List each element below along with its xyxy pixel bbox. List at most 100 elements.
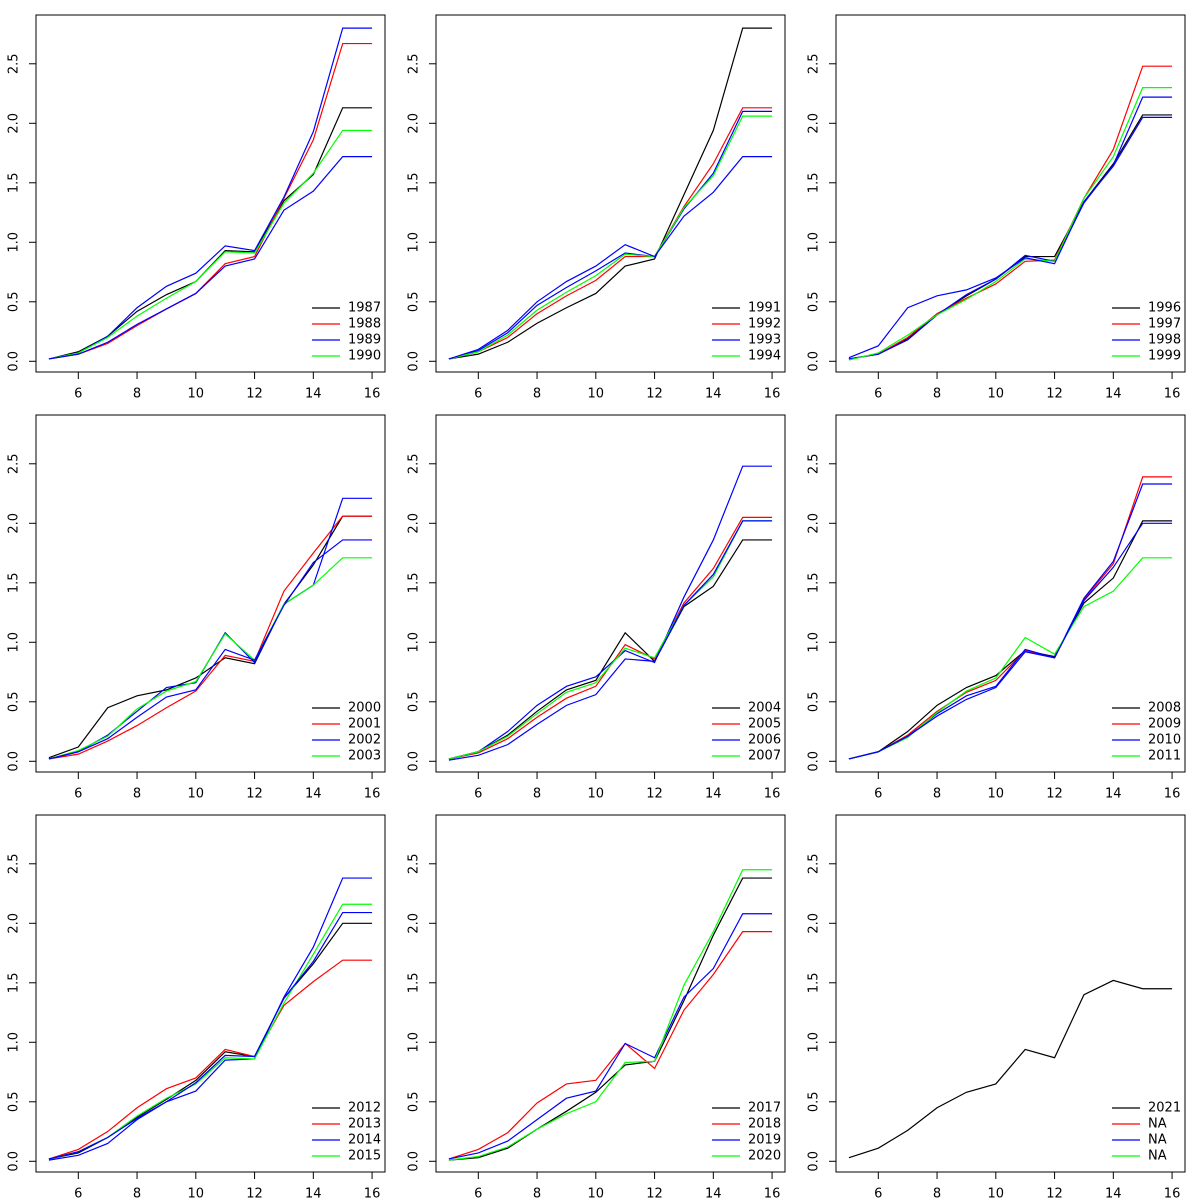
x-tick-label: 8 [933, 1187, 941, 1200]
x-tick-label: 12 [1046, 387, 1063, 402]
x-tick-label: 10 [188, 1187, 205, 1200]
x-tick-label: 16 [764, 787, 781, 802]
x-tick-label: 6 [474, 787, 482, 802]
data-line [848, 520, 1173, 760]
data-line [48, 911, 373, 1160]
y-tick-label: 2.0 [807, 513, 822, 534]
legend-label: 2013 [348, 1117, 381, 1132]
panel: 0.0 0.5 1.0 1.5 2.0 2.5 6 8 10 12 14 16 201220132014… [7, 814, 386, 1200]
y-tick-label: 0.5 [407, 291, 422, 312]
y-tick-label: 0.0 [7, 351, 22, 372]
data-line [48, 497, 373, 760]
x-tick-label: 8 [933, 387, 941, 402]
x-tick-label: 16 [1164, 387, 1181, 402]
y-tick-label: 2.0 [7, 113, 22, 134]
x-tick-label: 14 [705, 1187, 722, 1200]
x-tick-label: 6 [474, 387, 482, 402]
legend-label: 2014 [348, 1133, 381, 1148]
panel: 0.0 0.5 1.0 1.5 2.0 2.5 6 8 10 12 14 16 199119921993… [407, 14, 786, 402]
y-tick-label: 1.0 [407, 232, 422, 253]
data-line [848, 96, 1173, 360]
x-tick-label: 14 [305, 787, 322, 802]
x-tick-label: 12 [1046, 787, 1063, 802]
y-tick-label: 0.5 [807, 291, 822, 312]
legend-label: 1998 [1148, 333, 1181, 348]
legend-label: 1999 [1148, 349, 1181, 364]
panel: 0.0 0.5 1.0 1.5 2.0 2.5 6 8 10 12 14 16 200820092010… [807, 414, 1186, 802]
y-tick-label: 2.5 [407, 453, 422, 474]
y-tick-label: 2.0 [7, 513, 22, 534]
x-tick-label: 14 [1105, 787, 1122, 802]
x-tick-label: 14 [705, 387, 722, 402]
legend-label: 2021 [1148, 1101, 1181, 1116]
data-line [48, 515, 373, 759]
x-tick-label: 12 [246, 387, 263, 402]
y-tick-label: 1.5 [807, 172, 822, 193]
data-line [448, 877, 773, 1161]
x-tick-label: 10 [188, 387, 205, 402]
legend-label: 2015 [348, 1149, 381, 1164]
x-tick-label: 12 [646, 1187, 663, 1200]
legend-label: 2004 [748, 701, 781, 716]
y-tick-label: 1.5 [7, 572, 22, 593]
x-tick-label: 12 [646, 387, 663, 402]
y-tick-label: 1.0 [7, 1032, 22, 1053]
legend-label: 2010 [1148, 733, 1181, 748]
y-tick-label: 2.5 [807, 453, 822, 474]
data-line [48, 877, 373, 1161]
plot-frame [835, 14, 1186, 373]
legend-label: 1992 [748, 317, 781, 332]
y-tick-label: 0.0 [407, 351, 422, 372]
x-tick-label: 6 [74, 1187, 82, 1200]
legend-label: 2018 [748, 1117, 781, 1132]
x-tick-label: 14 [705, 787, 722, 802]
y-tick-label: 1.0 [7, 232, 22, 253]
data-line [48, 129, 373, 360]
x-tick-label: 8 [133, 787, 141, 802]
x-tick-label: 12 [1046, 1187, 1063, 1200]
y-tick-label: 0.5 [807, 691, 822, 712]
x-tick-label: 8 [133, 1187, 141, 1200]
legend-label: 2007 [748, 749, 781, 764]
y-tick-label: 2.0 [807, 113, 822, 134]
x-tick-label: 8 [533, 387, 541, 402]
legend-label: 2017 [748, 1101, 781, 1116]
plot-frame [835, 414, 1186, 773]
legend-label: 2003 [348, 749, 381, 764]
data-line [848, 476, 1173, 760]
y-tick-label: 2.5 [407, 53, 422, 74]
x-tick-label: 10 [188, 787, 205, 802]
y-tick-label: 1.0 [807, 232, 822, 253]
x-tick-label: 10 [588, 387, 605, 402]
legend-label: 1997 [1148, 317, 1181, 332]
y-tick-label: 0.5 [407, 691, 422, 712]
y-tick-label: 2.0 [407, 113, 422, 134]
y-tick-label: 1.0 [407, 632, 422, 653]
y-tick-label: 1.5 [807, 972, 822, 993]
x-tick-label: 8 [933, 787, 941, 802]
data-line [848, 979, 1173, 1159]
x-tick-label: 8 [533, 787, 541, 802]
y-tick-label: 2.0 [7, 913, 22, 934]
y-tick-label: 1.0 [807, 632, 822, 653]
legend-label: 2020 [748, 1149, 781, 1164]
data-line [448, 520, 773, 761]
data-line [448, 107, 773, 360]
x-tick-label: 6 [874, 387, 882, 402]
y-tick-label: 2.5 [7, 53, 22, 74]
data-line [448, 913, 773, 1160]
y-tick-label: 2.0 [407, 913, 422, 934]
legend-label: 2005 [748, 717, 781, 732]
legend-label: 2012 [348, 1101, 381, 1116]
x-tick-label: 14 [305, 387, 322, 402]
data-line [448, 539, 773, 760]
data-line [848, 116, 1173, 359]
x-tick-label: 12 [246, 1187, 263, 1200]
x-tick-label: 6 [474, 1187, 482, 1200]
panel: 0.0 0.5 1.0 1.5 2.0 2.5 6 8 10 12 14 16 198719881989… [7, 14, 386, 402]
legend-label: 2001 [348, 717, 381, 732]
panel: 0.0 0.5 1.0 1.5 2.0 2.5 6 8 10 12 14 16 200020012002… [7, 414, 386, 802]
y-tick-label: 0.5 [807, 1091, 822, 1112]
legend-label: 2019 [748, 1133, 781, 1148]
